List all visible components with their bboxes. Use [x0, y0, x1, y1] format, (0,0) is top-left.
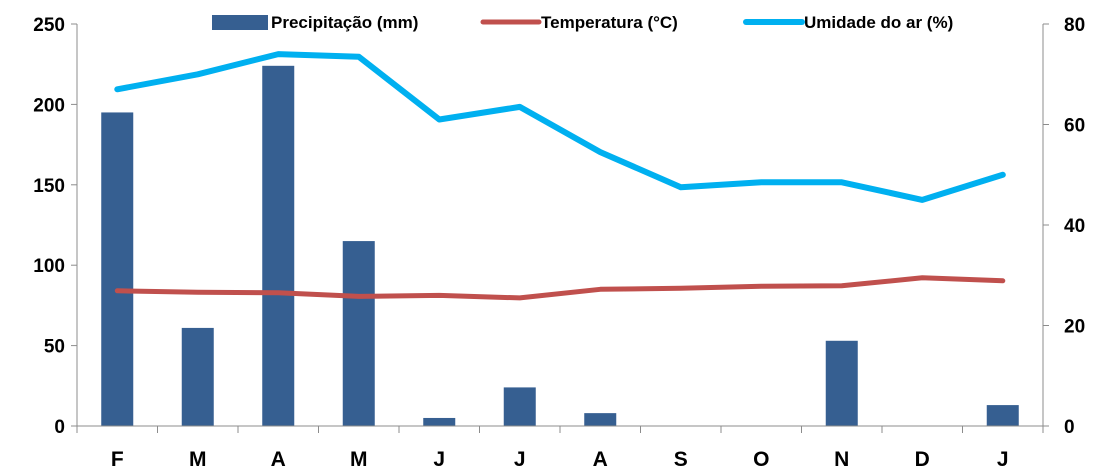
y-right-tick-label: 60 — [1064, 116, 1085, 137]
precipitation-bar — [181, 327, 214, 426]
y-left-tick-label: 150 — [33, 176, 65, 197]
legend: Precipitação (mm) Temperatura (°C) Umidade… — [212, 13, 953, 32]
precipitation-bars — [101, 65, 1019, 427]
precipitation-bar — [262, 65, 295, 427]
x-tick-label: O — [753, 448, 769, 471]
legend-label: Precipitação (mm) — [271, 13, 418, 32]
precipitation-bar — [101, 112, 134, 426]
humidity-line — [114, 51, 1006, 203]
x-tick-label: J — [514, 448, 526, 471]
y-right-tick-label: 20 — [1064, 317, 1085, 338]
precipitation-bar — [584, 413, 617, 426]
x-tick-label: J — [997, 448, 1009, 471]
precipitation-bar — [342, 241, 375, 426]
x-tick-label: M — [189, 448, 207, 471]
x-tick-label: A — [271, 448, 286, 471]
precipitation-bar — [825, 340, 858, 426]
legend-key-precipitation — [212, 15, 268, 30]
y-right-tick-label: 80 — [1064, 15, 1085, 36]
y-right-tick-label: 40 — [1064, 216, 1085, 237]
x-tick-label: F — [111, 448, 124, 471]
x-tick-label: A — [593, 448, 608, 471]
line-series — [114, 51, 1006, 301]
x-tick-label: S — [674, 448, 688, 471]
x-tick-label: J — [433, 448, 445, 471]
precipitation-bar — [423, 417, 456, 426]
y-left-tick-label: 50 — [44, 337, 65, 358]
legend-label: Temperatura (°C) — [541, 13, 678, 32]
y-right-tick-label: 0 — [1064, 417, 1075, 438]
y-left-tick-label: 0 — [54, 417, 65, 438]
x-tick-label: N — [834, 448, 849, 471]
axes: 0 50 100 150 200 250 0 20 40 60 80 F M A M J J A S O N D J — [33, 15, 1085, 471]
temperature-line — [114, 275, 1006, 301]
x-tick-label: M — [350, 448, 368, 471]
y-left-tick-label: 200 — [33, 95, 65, 116]
y-left-tick-label: 100 — [33, 256, 65, 277]
x-tick-label: D — [915, 448, 930, 471]
legend-label: Umidade do ar (%) — [804, 13, 953, 32]
y-left-tick-label: 250 — [33, 15, 65, 36]
precipitation-bar — [503, 387, 536, 426]
precipitation-bar — [986, 405, 1019, 426]
